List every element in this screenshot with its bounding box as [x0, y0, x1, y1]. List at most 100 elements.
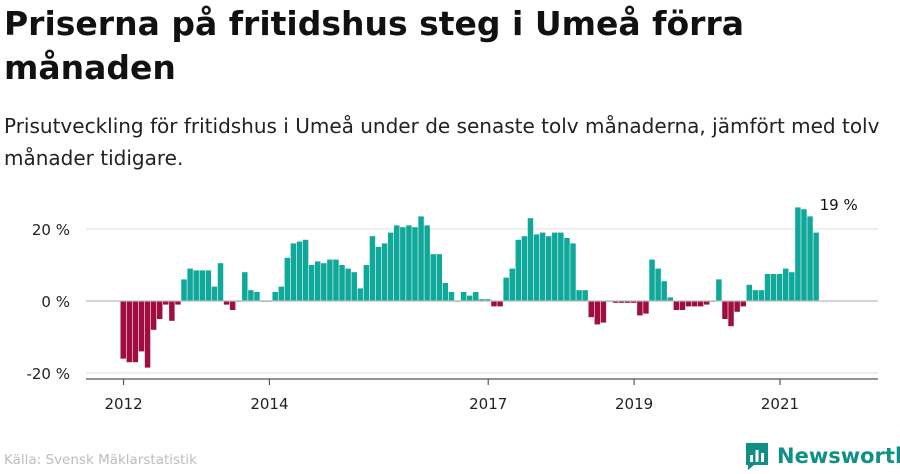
- bar: [697, 301, 704, 307]
- bar: [807, 216, 813, 301]
- x-tick-label: 2014: [250, 395, 288, 413]
- bar: [424, 225, 430, 301]
- bar: [776, 274, 783, 301]
- bar: [351, 272, 357, 301]
- bar: [400, 227, 406, 301]
- bar: [339, 265, 345, 301]
- bar: [205, 270, 212, 301]
- bar: [637, 301, 643, 316]
- bar: [485, 299, 491, 301]
- bar: [649, 259, 655, 301]
- chart-subtitle: Prisutveckling för fritidshus i Umeå und…: [4, 114, 880, 170]
- bar: [442, 283, 449, 301]
- bar: [758, 290, 765, 301]
- bar: [394, 225, 400, 301]
- bar: [491, 301, 497, 307]
- bar: [327, 259, 333, 301]
- bar: [466, 295, 473, 301]
- bar: [527, 218, 534, 301]
- x-tick-label: 2012: [104, 395, 142, 413]
- bar: [187, 268, 193, 301]
- bar: [685, 301, 692, 307]
- bar: [752, 290, 759, 301]
- bar: [545, 236, 552, 301]
- bar: [217, 263, 224, 301]
- bar: [515, 239, 522, 301]
- bar: [564, 238, 570, 301]
- bar: [375, 247, 382, 301]
- bar: [412, 227, 418, 301]
- bar: [783, 268, 789, 301]
- bar: [193, 270, 199, 301]
- bar: [272, 292, 278, 301]
- bar: [126, 301, 133, 363]
- bar: [594, 301, 601, 325]
- bar: [175, 301, 181, 305]
- x-tick-label: 2021: [761, 395, 799, 413]
- bar: [211, 286, 218, 301]
- bar: [588, 301, 594, 318]
- bar: [460, 292, 467, 301]
- bar: [795, 207, 801, 301]
- bar: [290, 243, 297, 301]
- bar: [381, 243, 388, 301]
- bar: [436, 254, 443, 301]
- x-tick-label: 2017: [469, 395, 507, 413]
- bar: [643, 301, 649, 314]
- bar: [144, 301, 151, 368]
- x-tick-label: 2019: [615, 395, 653, 413]
- bar: [387, 232, 394, 301]
- bar: [764, 274, 771, 301]
- bar: [667, 297, 673, 301]
- bar: [679, 301, 686, 310]
- bar: [691, 301, 698, 307]
- bar: [357, 288, 364, 301]
- bar: [181, 279, 187, 301]
- bar: [552, 232, 558, 301]
- bar: [740, 301, 746, 307]
- bar: [661, 281, 667, 301]
- bar: [430, 254, 436, 301]
- bar: [333, 259, 339, 301]
- bar: [302, 239, 309, 301]
- bar: [163, 301, 169, 305]
- bar: [363, 265, 370, 301]
- bar-chart-logo-icon: [746, 443, 768, 470]
- annotation-label: 19 %: [820, 196, 858, 214]
- y-tick-label: 20 %: [32, 221, 70, 239]
- bar: [789, 272, 795, 301]
- bar: [734, 301, 740, 312]
- bar: [150, 301, 157, 330]
- bar: [308, 265, 315, 301]
- bar: [618, 301, 625, 303]
- bar: [570, 243, 576, 301]
- bar: [315, 261, 321, 301]
- bar: [248, 290, 254, 301]
- bar: [321, 263, 327, 301]
- bar: [770, 274, 777, 301]
- bar: [703, 301, 710, 305]
- bar: [582, 290, 588, 301]
- bar: [509, 268, 515, 301]
- bar: [345, 268, 351, 301]
- bar: [199, 270, 205, 301]
- bar: [722, 301, 728, 319]
- y-tick-label: -20 %: [26, 365, 70, 383]
- bar: [746, 284, 753, 301]
- bar: [533, 234, 540, 301]
- newsworthy-logo: Newsworthy: [744, 440, 900, 472]
- bar: [284, 257, 291, 301]
- bar-chart: -20 % 0 % 20 % 2012 2014 2017 2019 2021 19 %: [26, 196, 878, 413]
- bar: [539, 232, 546, 301]
- bar: [223, 301, 230, 305]
- bar: [169, 301, 175, 321]
- y-tick-label: 0 %: [41, 293, 70, 311]
- bar: [655, 268, 661, 301]
- bar: [120, 301, 126, 359]
- bar: [716, 279, 722, 301]
- bar: [418, 216, 424, 301]
- bar: [254, 292, 260, 301]
- source-note: Källa: Svensk Mäklarstatistik: [4, 452, 197, 468]
- bar: [558, 232, 564, 301]
- bar: [503, 277, 509, 301]
